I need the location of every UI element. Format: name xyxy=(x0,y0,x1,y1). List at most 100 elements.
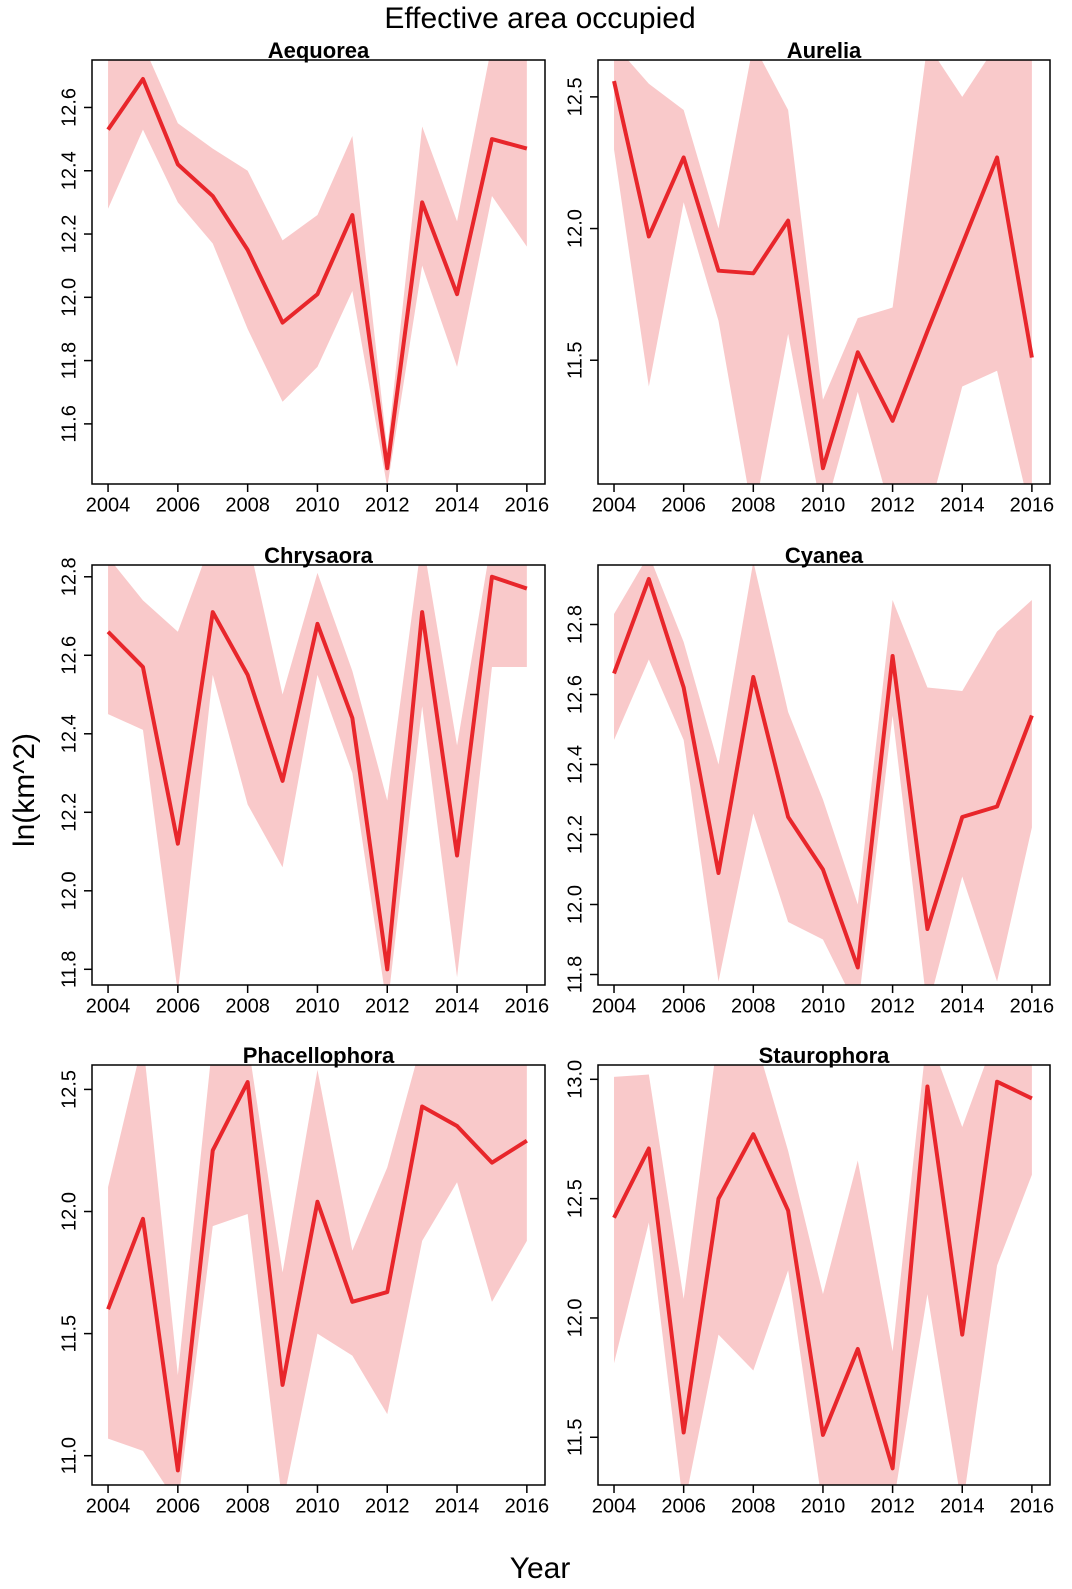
x-tick-label: 2008 xyxy=(225,995,270,1017)
x-tick-label: 2014 xyxy=(940,494,985,516)
y-axis-label: ln(km^2) xyxy=(8,733,41,847)
x-tick-label: 2010 xyxy=(295,1495,340,1517)
y-tick-label: 12.4 xyxy=(58,714,80,753)
x-tick-label: 2014 xyxy=(435,1495,480,1517)
x-tick-label: 2008 xyxy=(225,494,270,516)
y-tick-label: 12.6 xyxy=(58,88,80,127)
x-tick-label: 2004 xyxy=(592,494,637,516)
x-tick-label: 2012 xyxy=(870,494,915,516)
x-tick-label: 2006 xyxy=(156,995,201,1017)
x-tick-label: 2004 xyxy=(592,995,637,1017)
confidence-band xyxy=(108,60,527,484)
x-tick-label: 2008 xyxy=(731,494,776,516)
x-tick-label: 2016 xyxy=(505,995,550,1017)
line xyxy=(106,1080,528,1473)
x-tick-label: 2008 xyxy=(731,1495,776,1517)
x-tick-label: 2012 xyxy=(870,995,915,1017)
x-tick-label: 2014 xyxy=(435,494,480,516)
line xyxy=(612,577,1034,970)
confidence-band xyxy=(614,565,1032,985)
y-tick-label: 12.4 xyxy=(564,745,586,784)
y-tick-label: 12.2 xyxy=(564,815,586,854)
x-tick-label: 2016 xyxy=(1010,1495,1055,1517)
x-tick-label: 2016 xyxy=(505,1495,550,1517)
x-tick-label: 2012 xyxy=(365,995,410,1017)
plot-frame xyxy=(91,59,546,485)
panel xyxy=(612,60,1034,484)
x-tick-label: 2006 xyxy=(661,494,706,516)
y-tick-label: 11.0 xyxy=(58,1437,80,1474)
panel xyxy=(106,565,528,985)
panel-title: Staurophora xyxy=(759,1043,891,1068)
y-tick-label: 12.5 xyxy=(564,77,586,116)
y-tick-label: 12.4 xyxy=(58,151,80,190)
y-tick-label: 12.0 xyxy=(58,278,80,317)
x-tick-label: 2004 xyxy=(86,494,131,516)
line xyxy=(612,1079,1033,1471)
x-tick-label: 2014 xyxy=(940,995,985,1017)
x-tick-label: 2004 xyxy=(86,1495,131,1517)
confidence-band xyxy=(614,1065,1032,1485)
confidence-band xyxy=(108,1065,527,1485)
y-tick-label: 12.0 xyxy=(58,871,80,910)
line xyxy=(106,76,528,471)
y-tick-label: 13.0 xyxy=(564,1060,586,1099)
plot-frame xyxy=(597,1064,1051,1486)
y-tick-label: 12.6 xyxy=(564,675,586,714)
x-tick-label: 2006 xyxy=(661,995,706,1017)
y-tick-label: 11.8 xyxy=(58,951,80,988)
x-tick-label: 2010 xyxy=(295,494,340,516)
x-tick-label: 2014 xyxy=(940,1495,985,1517)
x-tick-label: 2012 xyxy=(365,494,410,516)
y-tick-label: 12.2 xyxy=(58,793,80,832)
y-tick-label: 11.8 xyxy=(564,956,586,993)
x-tick-label: 2012 xyxy=(870,1495,915,1517)
x-axis-label: Year xyxy=(510,1552,571,1585)
x-tick-label: 2006 xyxy=(156,494,201,516)
x-tick-label: 2010 xyxy=(801,995,846,1017)
x-tick-label: 2010 xyxy=(801,494,846,516)
x-tick-label: 2012 xyxy=(365,1495,410,1517)
y-tick-label: 12.0 xyxy=(564,1298,586,1337)
line xyxy=(106,574,528,972)
y-tick-label: 11.5 xyxy=(564,341,586,378)
panel xyxy=(612,565,1034,985)
x-tick-label: 2016 xyxy=(1010,995,1055,1017)
y-tick-label: 12.6 xyxy=(58,636,80,675)
x-tick-label: 2008 xyxy=(731,995,776,1017)
plot-frame xyxy=(91,1064,546,1486)
x-tick-label: 2010 xyxy=(295,995,340,1017)
panel xyxy=(106,1065,528,1485)
line xyxy=(612,80,1034,471)
confidence-band xyxy=(614,60,1032,484)
y-tick-label: 12.2 xyxy=(58,215,80,254)
y-tick-label: 11.8 xyxy=(58,342,80,379)
y-tick-label: 11.6 xyxy=(58,405,80,442)
x-tick-label: 2004 xyxy=(86,995,131,1017)
x-tick-label: 2006 xyxy=(156,1495,201,1517)
panel xyxy=(612,1065,1033,1485)
y-tick-label: 12.5 xyxy=(58,1070,80,1109)
y-tick-label: 12.8 xyxy=(564,605,586,644)
panel-title: Phacellophora xyxy=(243,1043,395,1068)
x-tick-label: 2014 xyxy=(435,995,480,1017)
panel-title: Cyanea xyxy=(785,543,864,568)
x-tick-label: 2008 xyxy=(225,1495,270,1517)
y-tick-label: 12.0 xyxy=(564,885,586,924)
panel-title: Aurelia xyxy=(787,38,862,63)
x-tick-label: 2010 xyxy=(801,1495,846,1517)
y-tick-label: 12.0 xyxy=(58,1192,80,1231)
y-tick-label: 12.0 xyxy=(564,209,586,248)
panel-title: Aequorea xyxy=(268,38,370,63)
y-tick-label: 11.5 xyxy=(58,1315,80,1352)
x-tick-label: 2006 xyxy=(661,1495,706,1517)
x-tick-label: 2016 xyxy=(505,494,550,516)
y-tick-label: 12.8 xyxy=(58,557,80,596)
figure-title: Effective area occupied xyxy=(384,2,695,35)
panel xyxy=(106,60,528,484)
confidence-band xyxy=(108,565,527,985)
x-tick-label: 2016 xyxy=(1010,494,1055,516)
panel-title: Chrysaora xyxy=(264,543,374,568)
